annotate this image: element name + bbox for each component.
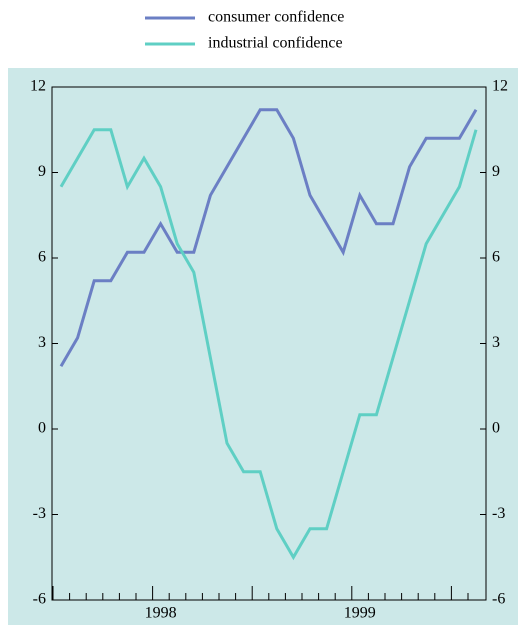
chart-background bbox=[8, 68, 518, 625]
y2-tick-label: 0 bbox=[492, 420, 500, 437]
y2-tick-label: 3 bbox=[492, 334, 500, 351]
legend-label: industrial confidence bbox=[208, 35, 343, 52]
y-tick-label: 12 bbox=[30, 78, 46, 95]
y-tick-label: -6 bbox=[33, 591, 46, 608]
y2-tick-label: 12 bbox=[492, 78, 508, 95]
y-tick-label: 3 bbox=[38, 334, 46, 351]
y2-tick-label: -3 bbox=[492, 505, 505, 522]
legend-label: consumer confidence bbox=[208, 9, 344, 26]
y2-tick-label: 6 bbox=[492, 249, 500, 266]
y2-tick-label: -6 bbox=[492, 591, 505, 608]
series-line bbox=[59, 108, 478, 368]
y-tick-label: 9 bbox=[38, 163, 46, 180]
y-tick-label: -3 bbox=[33, 505, 46, 522]
y2-tick-label: 9 bbox=[492, 163, 500, 180]
x-tick-label: 1998 bbox=[145, 605, 177, 622]
x-tick-label: 1999 bbox=[344, 605, 376, 622]
y-tick-label: 6 bbox=[38, 249, 46, 266]
series-line bbox=[59, 128, 478, 561]
y-tick-label: 0 bbox=[38, 420, 46, 437]
